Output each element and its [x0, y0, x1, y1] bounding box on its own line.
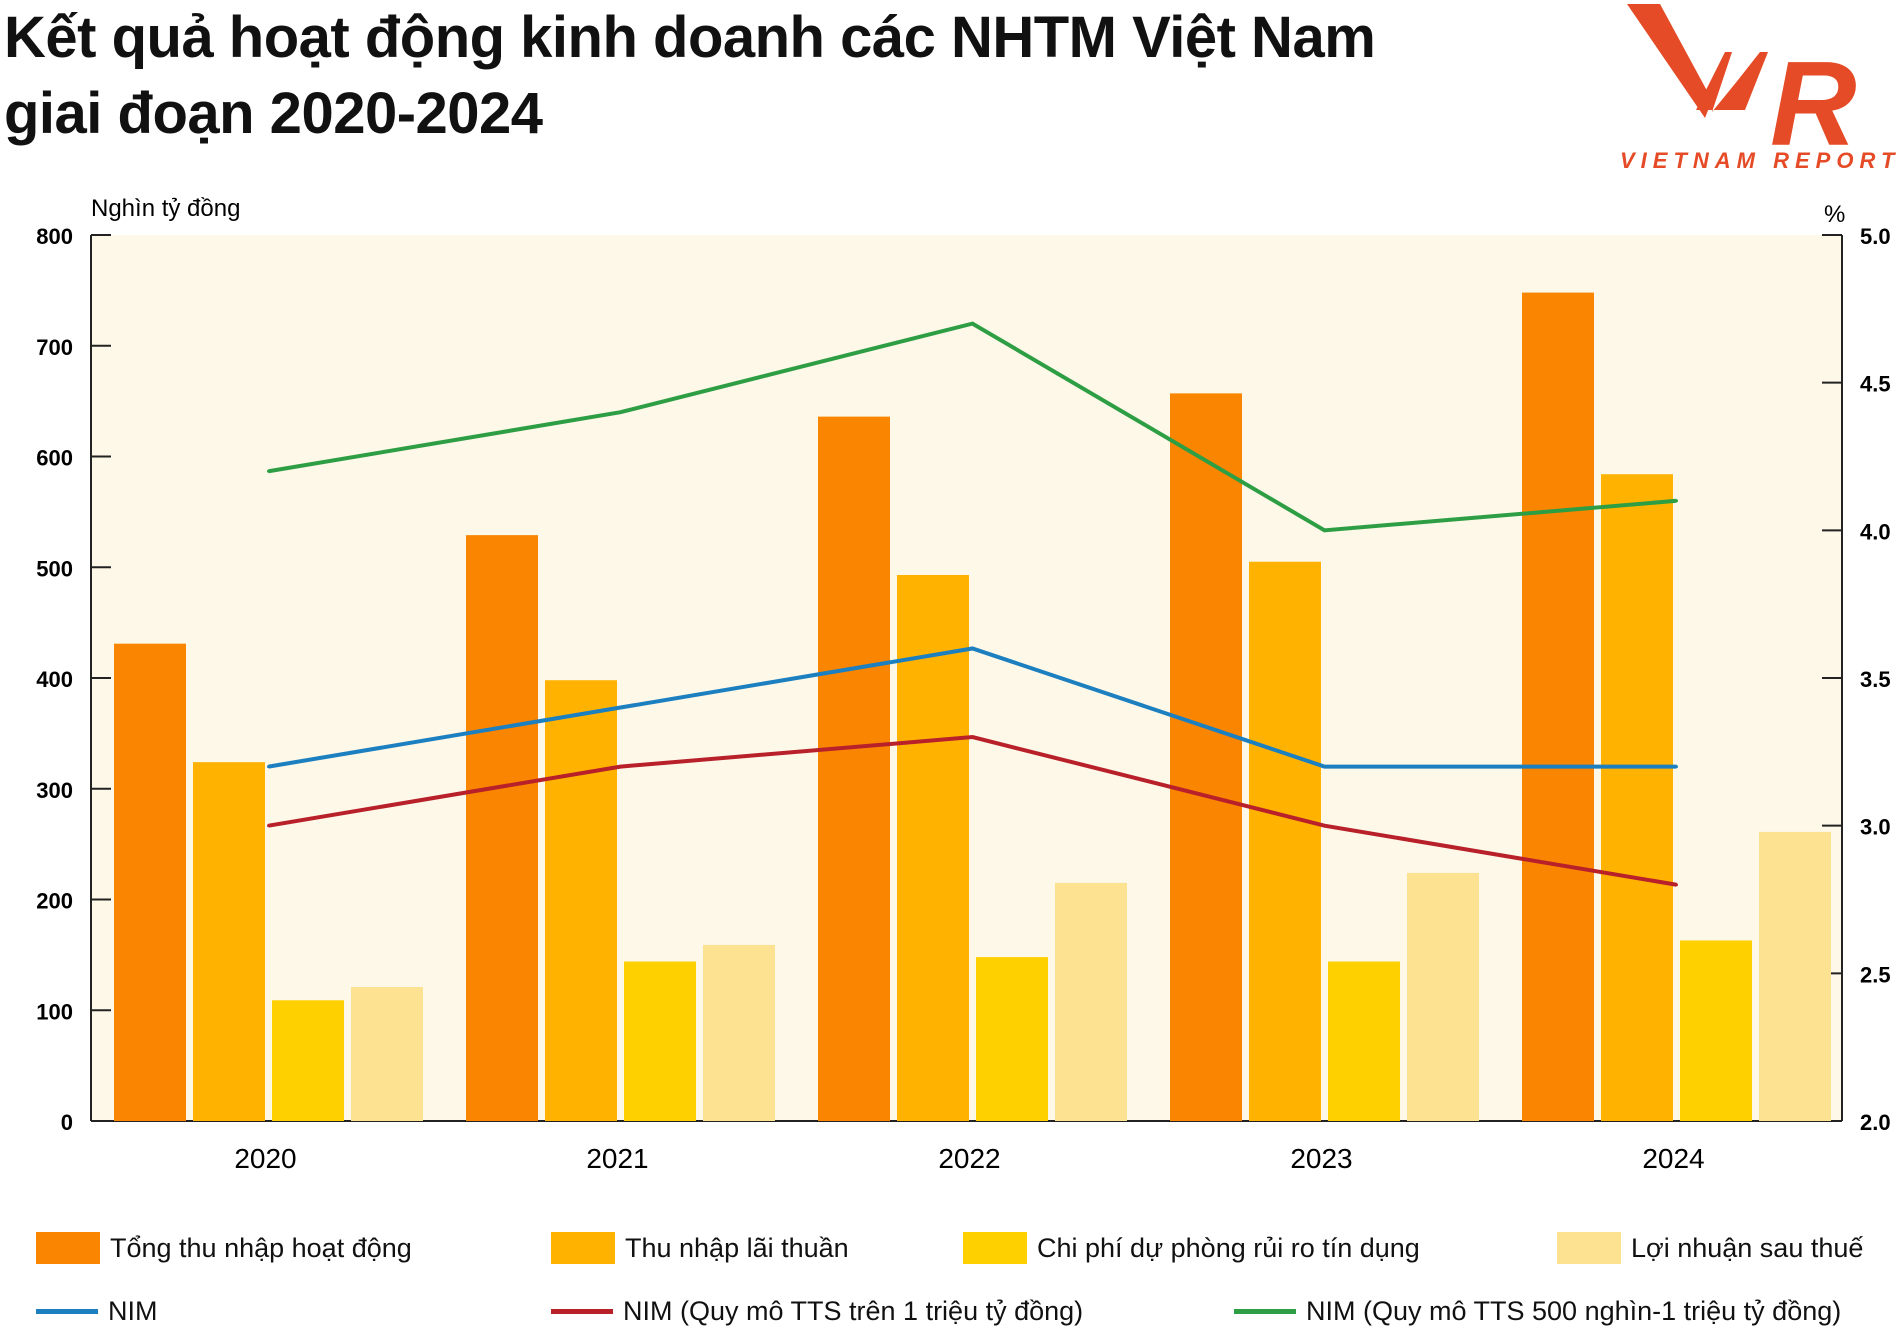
y-left-tick-label: 200	[36, 889, 73, 914]
y-right-tick-label: 3.0	[1860, 815, 1891, 840]
legend-line-swatch	[551, 1309, 613, 1314]
x-tick-label: 2022	[938, 1143, 1000, 1174]
y-right-tick-label: 4.5	[1860, 372, 1891, 397]
bar-2024-series-2	[1680, 940, 1752, 1121]
legend-swatch	[36, 1232, 100, 1264]
line-point-0-1	[619, 706, 622, 710]
y-left-tick-label: 800	[36, 224, 73, 249]
line-point-1-0	[267, 824, 270, 828]
title-line-1: Kết quả hoạt động kinh doanh các NHTM Vi…	[4, 5, 1376, 70]
bar-2021-series-2	[624, 961, 696, 1121]
line-point-2-2	[971, 322, 974, 326]
x-tick-label: 2023	[1290, 1143, 1352, 1174]
bar-2024-series-3	[1759, 831, 1831, 1121]
y-left-tick-label: 500	[36, 556, 73, 581]
x-tick-label: 2021	[586, 1143, 648, 1174]
x-tick-label: 2024	[1642, 1143, 1704, 1174]
legend-item-line-0: NIM	[36, 1296, 158, 1327]
y-right-tick-label: 5.0	[1860, 224, 1891, 249]
bar-2021-series-1	[545, 680, 617, 1121]
bar-2020-series-2	[272, 1000, 344, 1121]
line-point-0-0	[267, 765, 270, 769]
chart-title: Kết quả hoạt động kinh doanh các NHTM Vi…	[4, 0, 1376, 152]
logo-v	[1627, 4, 1712, 118]
line-point-1-1	[619, 765, 622, 769]
y-right-tick-label: 4.0	[1860, 519, 1891, 544]
bar-2023-series-2	[1328, 961, 1400, 1121]
title-line-2: giai đoạn 2020-2024	[4, 81, 543, 146]
legend-item-bar-0: Tổng thu nhập hoạt động	[36, 1232, 412, 1264]
bar-2022-series-0	[818, 416, 890, 1121]
legend-label: Lợi nhuận sau thuế	[1631, 1232, 1864, 1263]
bar-2023-series-3	[1407, 872, 1479, 1121]
bar-2022-series-2	[976, 957, 1048, 1121]
line-point-1-2	[971, 735, 974, 739]
logo-text: VIETNAM REPORT	[1620, 148, 1900, 173]
line-point-2-3	[1323, 528, 1326, 532]
line-point-0-4	[1675, 765, 1678, 769]
legend-label: NIM (Quy mô TTS 500 nghìn-1 triệu tỷ đồn…	[1306, 1296, 1842, 1326]
bar-2020-series-3	[351, 986, 423, 1121]
bar-2020-series-0	[114, 643, 186, 1121]
line-point-2-1	[619, 410, 622, 414]
line-point-0-2	[971, 646, 974, 650]
bar-2023-series-1	[1249, 561, 1321, 1121]
line-point-2-4	[1675, 499, 1678, 503]
legend-line-swatch	[1234, 1309, 1296, 1314]
line-point-2-0	[267, 469, 270, 473]
line-point-1-4	[1675, 883, 1678, 887]
logo-n	[1696, 52, 1768, 112]
legend-item-line-2: NIM (Quy mô TTS 500 nghìn-1 triệu tỷ đồn…	[1234, 1296, 1841, 1327]
line-point-0-3	[1323, 765, 1326, 769]
legend-label: Tổng thu nhập hoạt động	[110, 1232, 412, 1263]
bar-2022-series-1	[897, 575, 969, 1121]
legend-label: Thu nhập lãi thuần	[625, 1232, 849, 1263]
logo-r: R	[1770, 37, 1857, 171]
y-right-tick-label: 2.0	[1860, 1110, 1891, 1135]
y-right-tick-label: 3.5	[1860, 667, 1891, 692]
bar-2020-series-1	[193, 762, 265, 1121]
bar-2022-series-3	[1055, 882, 1127, 1121]
vnr-logo: R VIETNAM REPORT	[1620, 4, 1900, 173]
y-left-tick-label: 700	[36, 335, 73, 360]
y-left-tick-label: 300	[36, 778, 73, 803]
bar-2021-series-0	[466, 535, 538, 1121]
bar-2024-series-0	[1522, 292, 1594, 1122]
x-tick-label: 2020	[234, 1143, 296, 1174]
legend-label: Chi phí dự phòng rủi ro tín dụng	[1037, 1232, 1420, 1263]
legend-label: NIM	[108, 1296, 158, 1326]
bar-2024-series-1	[1601, 474, 1673, 1122]
bar-2023-series-0	[1170, 393, 1242, 1121]
y-left-tick-label: 0	[61, 1110, 73, 1135]
legend-swatch	[551, 1232, 615, 1264]
y-left-label: Nghìn tỷ đồng	[91, 195, 240, 222]
legend-item-bar-3: Lợi nhuận sau thuế	[1557, 1232, 1863, 1264]
legend-item-bar-2: Chi phí dự phòng rủi ro tín dụng	[963, 1232, 1420, 1264]
y-left-tick-label: 100	[36, 999, 73, 1024]
bar-2021-series-3	[703, 944, 775, 1121]
line-point-1-3	[1323, 824, 1326, 828]
y-right-tick-label: 2.5	[1860, 962, 1891, 987]
legend-swatch	[963, 1232, 1027, 1264]
y-left-tick-label: 400	[36, 667, 73, 692]
legend-item-line-1: NIM (Quy mô TTS trên 1 triệu tỷ đồng)	[551, 1296, 1083, 1327]
legend-label: NIM (Quy mô TTS trên 1 triệu tỷ đồng)	[623, 1296, 1084, 1326]
y-left-tick-label: 600	[36, 446, 73, 471]
legend-item-bar-1: Thu nhập lãi thuần	[551, 1232, 849, 1264]
legend-swatch	[1557, 1232, 1621, 1264]
y-right-label: %	[1824, 201, 1845, 228]
legend-line-swatch	[36, 1309, 98, 1314]
